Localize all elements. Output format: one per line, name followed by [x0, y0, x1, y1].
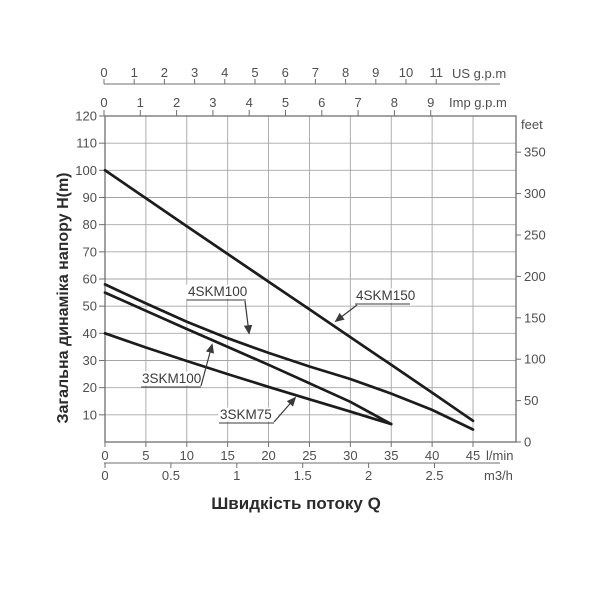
- imp-gpm-tick-label: 7: [354, 95, 361, 110]
- imp-gpm-unit-label: Imp g.p.m: [449, 95, 507, 110]
- imp-gpm-tick-label: 0: [100, 95, 107, 110]
- curve-label-leader: [334, 304, 358, 323]
- lmin-tick-label: 20: [261, 448, 275, 463]
- curve-4SKM100: [103, 283, 475, 431]
- gridlines: [105, 116, 516, 442]
- m3h-tick-label: 1: [233, 468, 240, 483]
- head-m-tick-label: 10: [83, 407, 97, 422]
- curve-label-4SKM150: 4SKM150: [356, 288, 415, 303]
- lmin-tick-label: 5: [142, 448, 149, 463]
- m3h-tick-label: 0.5: [162, 468, 180, 483]
- feet-tick-label: 0: [524, 435, 531, 450]
- curve-label-bg: [218, 407, 278, 422]
- head-m-tick-label: 40: [83, 326, 97, 341]
- us-gpm-tick-label: 8: [342, 65, 349, 80]
- us-gpm-tick-label: 1: [131, 65, 138, 80]
- feet-tick-label: 100: [524, 352, 546, 367]
- imp-gpm-tick-label: 9: [427, 95, 434, 110]
- feet-tick-label: 200: [524, 269, 546, 284]
- feet-unit-label: feet: [521, 117, 543, 132]
- lmin-tick-label: 10: [180, 448, 194, 463]
- curve-label-leader: [273, 396, 297, 423]
- lmin-tick-label: 40: [425, 448, 439, 463]
- m3h-tick-label: 0: [101, 468, 108, 483]
- head-m-tick-label: 20: [83, 380, 97, 395]
- us-gpm-tick-label: 11: [429, 65, 443, 80]
- head-m-tick-label: 80: [83, 217, 97, 232]
- head-m-tick-label: 110: [76, 136, 97, 151]
- y-axis-title: Загальна динаміка напору H(m): [55, 172, 72, 423]
- curve-label-leader: [200, 343, 215, 387]
- head-m-tick-label: 30: [83, 353, 97, 368]
- imp-gpm-tick-label: 1: [137, 95, 144, 110]
- m3h-tick-label: 2.5: [425, 468, 443, 483]
- lmin-tick-label: 35: [384, 448, 398, 463]
- x-axis-title: Швидкість потоку Q: [211, 494, 381, 513]
- us-gpm-unit-label: US g.p.m: [452, 66, 506, 81]
- head-m-tick-label: 90: [83, 190, 97, 205]
- lmin-unit-label: l/min: [486, 448, 513, 463]
- feet-tick-label: 150: [524, 310, 546, 325]
- lmin-tick-label: 30: [343, 448, 357, 463]
- curve-label-bg: [140, 371, 206, 386]
- feet-tick-label: 250: [524, 227, 546, 242]
- curve-label-bg: [354, 288, 416, 303]
- curve-4SKM150: [103, 168, 475, 423]
- imp-gpm-tick-label: 6: [318, 95, 325, 110]
- head-m-tick-label: 70: [83, 244, 97, 259]
- curve-label-3SKM75: 3SKM75: [220, 407, 272, 422]
- lmin-tick-label: 45: [466, 448, 480, 463]
- m3h-unit-label: m3/h: [484, 468, 513, 483]
- head-m-tick-label: 120: [75, 108, 97, 123]
- curve-3SKM100: [103, 291, 393, 426]
- us-gpm-tick-label: 6: [282, 65, 289, 80]
- head-m-tick-label: 50: [83, 299, 97, 314]
- curve-label-4SKM100: 4SKM100: [188, 284, 247, 299]
- us-gpm-tick-label: 3: [191, 65, 198, 80]
- feet-tick-label: 300: [524, 186, 546, 201]
- us-gpm-tick-label: 7: [312, 65, 319, 80]
- imp-gpm-tick-label: 3: [209, 95, 216, 110]
- us-gpm-tick-label: 4: [221, 65, 228, 80]
- us-gpm-tick-label: 2: [161, 65, 168, 80]
- us-gpm-tick-label: 0: [100, 65, 107, 80]
- imp-gpm-tick-label: 2: [173, 95, 180, 110]
- curve-label-3SKM100: 3SKM100: [142, 371, 201, 386]
- us-gpm-tick-label: 9: [372, 65, 379, 80]
- curve-label-leader: [243, 300, 253, 335]
- head-m-tick-label: 60: [83, 271, 97, 286]
- imp-gpm-tick-label: 8: [391, 95, 398, 110]
- imp-gpm-tick-label: 5: [282, 95, 289, 110]
- head-m-tick-label: 100: [75, 163, 97, 178]
- m3h-tick-label: 2: [365, 468, 372, 483]
- lmin-tick-label: 25: [302, 448, 316, 463]
- lmin-tick-label: 15: [220, 448, 234, 463]
- us-gpm-tick-label: 10: [399, 65, 413, 80]
- us-gpm-tick-label: 5: [251, 65, 258, 80]
- feet-tick-label: 350: [524, 145, 546, 160]
- m3h-tick-label: 1.5: [294, 468, 312, 483]
- curve-labels: 4SKM100 4SKM150 3SKM100 3SKM75: [140, 284, 416, 424]
- lmin-tick-label: 0: [101, 448, 108, 463]
- curve-3SKM75: [103, 331, 393, 426]
- feet-tick-label: 50: [524, 393, 538, 408]
- axes: 0 1 2 3 4 5 6 7 8 9 10 110 1 2 3 4 5 6 7 8 91201101009080706…: [75, 65, 545, 483]
- curve-label-bg: [186, 284, 250, 299]
- imp-gpm-tick-label: 4: [246, 95, 253, 110]
- pump-curves: [103, 168, 475, 431]
